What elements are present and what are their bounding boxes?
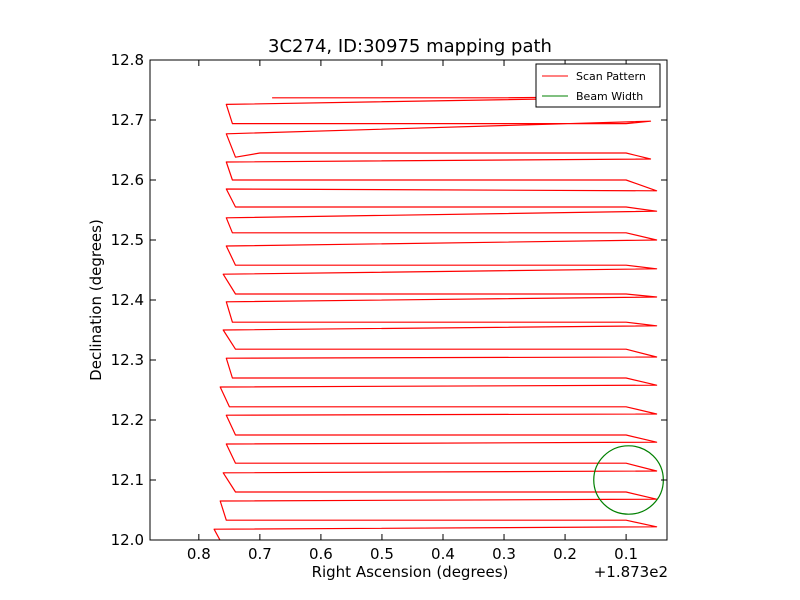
y-axis-label: Declination (degrees) xyxy=(87,219,105,381)
y-tick-label: 12.6 xyxy=(111,171,144,189)
plot-area: 0.8 0.7 0.6 0.5 0.4 0.3 0.2 0.1 12.012.112.212.… xyxy=(111,51,668,563)
legend-label-beam-width: Beam Width xyxy=(576,90,643,103)
y-tick-label: 12.0 xyxy=(111,531,144,549)
x-axis-label: Right Ascension (degrees) xyxy=(312,563,509,581)
x-tick-label: 0.8 xyxy=(187,545,211,563)
x-tick-label: 0.3 xyxy=(492,545,516,563)
y-tick-label: 12.2 xyxy=(111,411,144,429)
scan-pattern-line xyxy=(213,95,658,540)
legend: Scan Pattern Beam Width xyxy=(535,63,661,108)
x-tick-label: 0.1 xyxy=(614,545,638,563)
x-tick-label: 0.7 xyxy=(248,545,272,563)
y-tick-label: 12.8 xyxy=(111,51,144,69)
y-tick-label: 12.7 xyxy=(111,111,144,129)
chart-title: 3C274, ID:30975 mapping path xyxy=(268,36,552,57)
x-axis: 0.8 0.7 0.6 0.5 0.4 0.3 0.2 0.1 xyxy=(187,60,638,563)
y-tick-label: 12.3 xyxy=(111,351,144,369)
x-tick-label: 0.2 xyxy=(553,545,577,563)
y-tick-label: 12.5 xyxy=(111,231,144,249)
y-tick-label: 12.1 xyxy=(111,471,144,489)
x-tick-label: 0.5 xyxy=(370,545,394,563)
legend-box xyxy=(535,63,661,108)
x-tick-label: 0.4 xyxy=(431,545,455,563)
y-tick-label: 12.4 xyxy=(111,291,144,309)
y-axis: 12.0 12.1 12.2 12.3 12.4 12.5 12.6 12.7 12.8 xyxy=(111,51,667,549)
legend-label-scan-pattern: Scan Pattern xyxy=(576,70,646,83)
x-tick-label: 0.6 xyxy=(309,545,333,563)
x-axis-offset-label: +1.873e2 xyxy=(594,563,668,581)
